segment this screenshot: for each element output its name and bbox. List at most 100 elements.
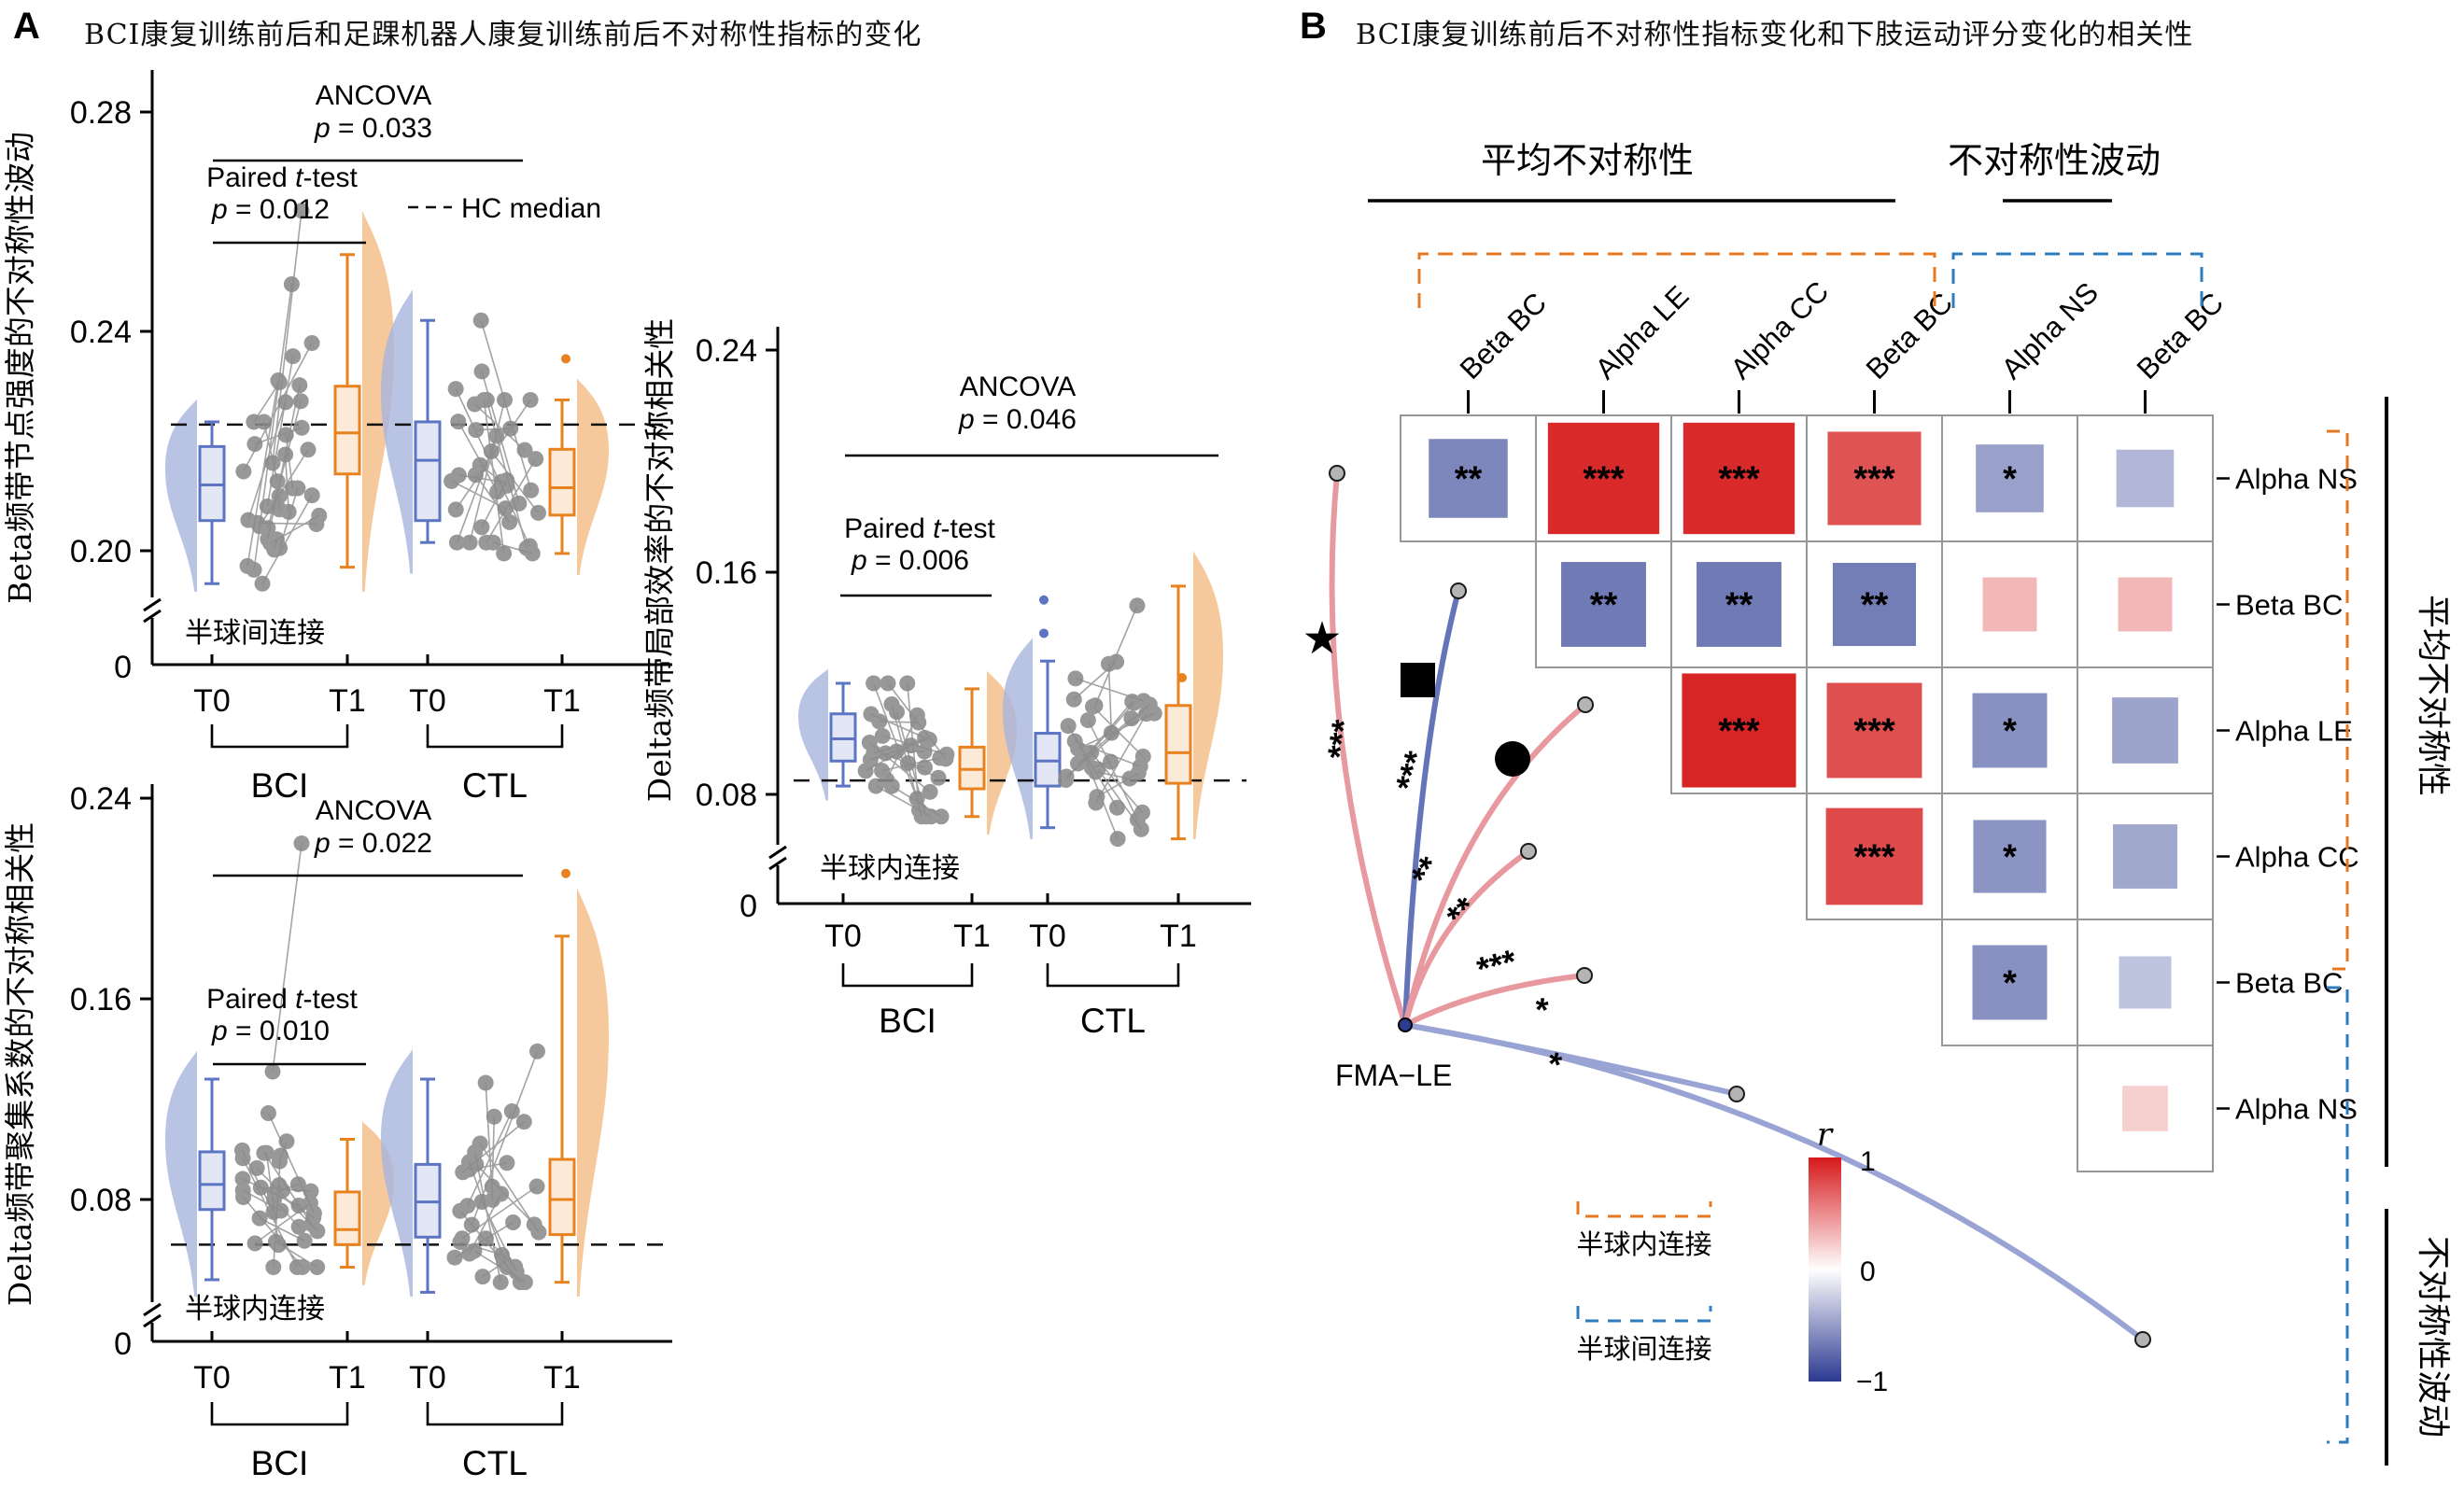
half-violin [1193,550,1223,839]
significance-stars: * [2003,460,2017,499]
colorbar-title: r [1817,1116,1834,1154]
half-violin [577,378,609,575]
square-symbol [1401,663,1435,697]
significance-stars: *** [1583,460,1625,499]
correlation-square [1682,673,1796,788]
half-violin [362,210,394,592]
matrix-row-label: Alpha NS [2235,1093,2358,1126]
p-value: p = 0.006 [851,545,969,576]
correlation-edge-intra [1329,470,1408,1028]
matrix-cell-r0-c3: *** [1806,414,1943,542]
group-bracket [210,1402,349,1426]
x-tick-label: T0 [193,683,231,719]
p-value: p = 0.033 [314,113,432,144]
group-label: BCI [251,766,309,805]
p-value: p = 0.022 [314,828,432,859]
matrix-cell-r0-c2: *** [1670,414,1808,542]
correlation-square [1561,562,1646,647]
y-axis-label: Beta频带节点强度的不对称性波动 [2,132,38,604]
significance-stars: * [2003,964,2017,1003]
group-bracket [841,963,974,988]
correlation-square [1697,562,1781,647]
matrix-row-label: Beta BC [2235,967,2343,1000]
edge-endpoint [2134,1331,2151,1348]
region-label: 半球间连接 [185,617,325,650]
significance-stars: ** [1455,460,1483,499]
y-tick-label: 0.16 [70,982,132,1017]
matrix-cell-r1-c3: ** [1806,540,1943,668]
edge-endpoint [1329,465,1345,482]
group-label: CTL [462,1444,528,1482]
correlation-matrix: ** *** *** *** *** ** ***** *** **** ** [1400,414,2214,1172]
x-tick-label: T1 [329,683,366,719]
matrix-cell-r3-c5 [2077,793,2214,920]
legend-inter-label: 半球间连接 [1576,1333,1711,1365]
matrix-cell-r2-c5 [2077,666,2214,794]
x-tick-label: T0 [1029,919,1066,954]
panel-b-tag: B [1300,6,1327,47]
y-tick-label: 0.16 [696,555,757,591]
region-label: 半球内连接 [820,852,960,885]
correlation-square [2113,824,2177,889]
group-bracket [210,724,349,749]
paired-test-label: Paired t-test [206,984,358,1015]
matrix-cell-r1-c2: ** [1670,540,1808,668]
outlier-dot [1039,628,1049,638]
colorbar-tick: 0 [1860,1256,1876,1287]
correlation-square [2122,1086,2168,1131]
region-label: 半球内连接 [185,1293,325,1326]
group-label: BCI [251,1444,309,1482]
significance-stars: *** [1853,712,1895,751]
group-bracket [426,1402,564,1426]
colorbar-tick: 1 [1860,1146,1876,1177]
colorbar: r1 0 −1 [1809,1116,1888,1397]
half-violin [165,399,197,592]
y-tick-label: 0.08 [70,1183,132,1218]
boxplot [958,687,986,819]
significance-stars: *** [1853,460,1895,499]
panel-b-title: BCI康复训练前后不对称性指标变化和下肢运动评分变化的相关性 [1356,19,2194,51]
correlation-square [1547,422,1660,535]
matrix-col-label: Alpha CC [1725,274,1836,386]
correlation-edge-inter [1402,1022,2146,1342]
significance-stars: *** [1853,838,1895,877]
colorbar-tick: −1 [1856,1367,1888,1397]
matrix-col-label: Alpha LE [1589,279,1696,386]
chart-fma_corr_network: ** *** *** *** *** ** ***** *** **** **Beta BC Alp… [1302,140,2452,1466]
ancova-label: ANCOVA [316,80,431,111]
side-header-mean: 平均不对称性 [2414,595,2452,796]
correlation-square [1976,444,2044,512]
x-tick-label: T0 [409,683,446,719]
boxplot [198,420,226,585]
outlier-dot [561,868,570,878]
fma-hub-node [1398,1017,1413,1032]
fma-hub-label: FMA−LE [1335,1059,1452,1092]
significance-stars: ** [1590,586,1618,625]
correlation-square [1429,439,1508,518]
y-zero-label: 0 [114,650,132,685]
matrix-cell-r0-c0: ** [1400,414,1537,542]
p-value: p = 0.010 [211,1016,330,1046]
edge-significance: *** [1319,718,1362,762]
matrix-cell-r4-c4: * [1941,919,2078,1046]
header-asymmetry-fluctuation: 不对称性波动 [1948,140,2161,181]
y-tick-label: 0.28 [70,95,132,131]
matrix-cell-r0-c1: *** [1535,414,1672,542]
subject-dots [233,835,547,1291]
half-violin [381,1049,413,1297]
y-tick-label: 0.20 [70,534,132,569]
boxplot [829,681,857,788]
boxplot [333,253,361,569]
pair-lines [241,843,540,1284]
axes [143,784,672,1343]
star-symbol: ★ [1302,614,1342,664]
outlier-dot [561,354,570,364]
significance-stars: * [2003,712,2017,751]
correlation-edge-intra [1402,702,1588,1028]
y-tick-label: 0.08 [696,778,757,813]
half-violin [165,1050,197,1297]
circle-symbol [1495,741,1530,777]
boxplot [548,398,576,555]
